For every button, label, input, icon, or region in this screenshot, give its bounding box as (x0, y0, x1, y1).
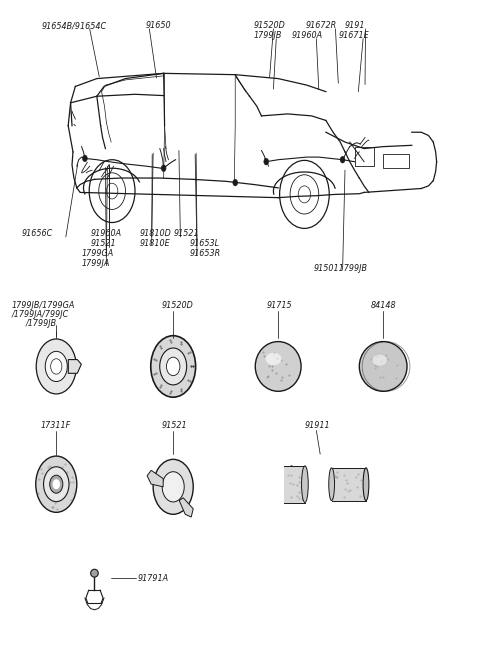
Ellipse shape (301, 466, 308, 503)
Text: 91671E: 91671E (338, 31, 369, 40)
Bar (284, 466, 303, 503)
Text: 91521: 91521 (173, 229, 199, 238)
Bar (383, 154, 409, 168)
Circle shape (340, 156, 345, 163)
Text: 91715: 91715 (266, 301, 292, 310)
Text: 91960A: 91960A (291, 31, 323, 40)
Circle shape (151, 336, 196, 397)
Ellipse shape (372, 355, 387, 366)
Polygon shape (147, 470, 163, 487)
Text: 1799JA: 1799JA (82, 259, 110, 267)
Ellipse shape (255, 342, 301, 392)
Circle shape (51, 359, 62, 374)
Text: /1799JA/799JC: /1799JA/799JC (12, 310, 69, 319)
Text: 9191: 9191 (345, 21, 365, 30)
Circle shape (161, 165, 166, 171)
Circle shape (160, 348, 187, 385)
Circle shape (36, 456, 77, 512)
Circle shape (50, 475, 63, 493)
Ellipse shape (360, 342, 407, 392)
Ellipse shape (91, 569, 98, 577)
Text: 1799JB: 1799JB (253, 31, 282, 40)
Text: 91672R: 91672R (306, 21, 337, 30)
Ellipse shape (288, 466, 296, 503)
Circle shape (44, 466, 69, 502)
Ellipse shape (329, 468, 335, 501)
Text: 91521: 91521 (91, 239, 117, 248)
Ellipse shape (363, 468, 369, 501)
Text: 91653R: 91653R (190, 249, 221, 258)
Text: 915011799JB: 915011799JB (314, 264, 368, 273)
Text: 1799GA: 1799GA (82, 249, 114, 258)
Text: 91791A: 91791A (137, 574, 168, 583)
Polygon shape (68, 359, 81, 373)
Text: 91911: 91911 (304, 421, 330, 430)
Bar (332, 468, 366, 501)
Circle shape (153, 459, 193, 514)
Circle shape (53, 479, 60, 489)
Text: 91520D: 91520D (161, 301, 193, 310)
Text: 91656C: 91656C (22, 229, 53, 238)
Text: 91520D: 91520D (253, 21, 285, 30)
Text: /1799JB: /1799JB (25, 319, 56, 328)
Circle shape (45, 351, 67, 382)
Circle shape (162, 472, 184, 502)
Text: 91650: 91650 (145, 21, 171, 30)
Text: 91654B/91654C: 91654B/91654C (42, 21, 107, 30)
Circle shape (36, 339, 76, 394)
Text: 91653L: 91653L (190, 239, 220, 248)
Text: 91810E: 91810E (140, 239, 170, 248)
Circle shape (83, 155, 87, 162)
Text: 84148: 84148 (370, 301, 396, 310)
Text: 91810D: 91810D (140, 229, 171, 238)
Text: 91960A: 91960A (91, 229, 122, 238)
Polygon shape (179, 498, 193, 517)
Circle shape (264, 158, 269, 165)
Text: 91521: 91521 (161, 421, 187, 430)
Bar (355, 147, 373, 166)
Text: 1799JB/1799GA: 1799JB/1799GA (12, 301, 75, 310)
Circle shape (233, 179, 238, 186)
Ellipse shape (265, 353, 282, 365)
Text: 17311F: 17311F (40, 421, 71, 430)
Circle shape (167, 357, 180, 376)
